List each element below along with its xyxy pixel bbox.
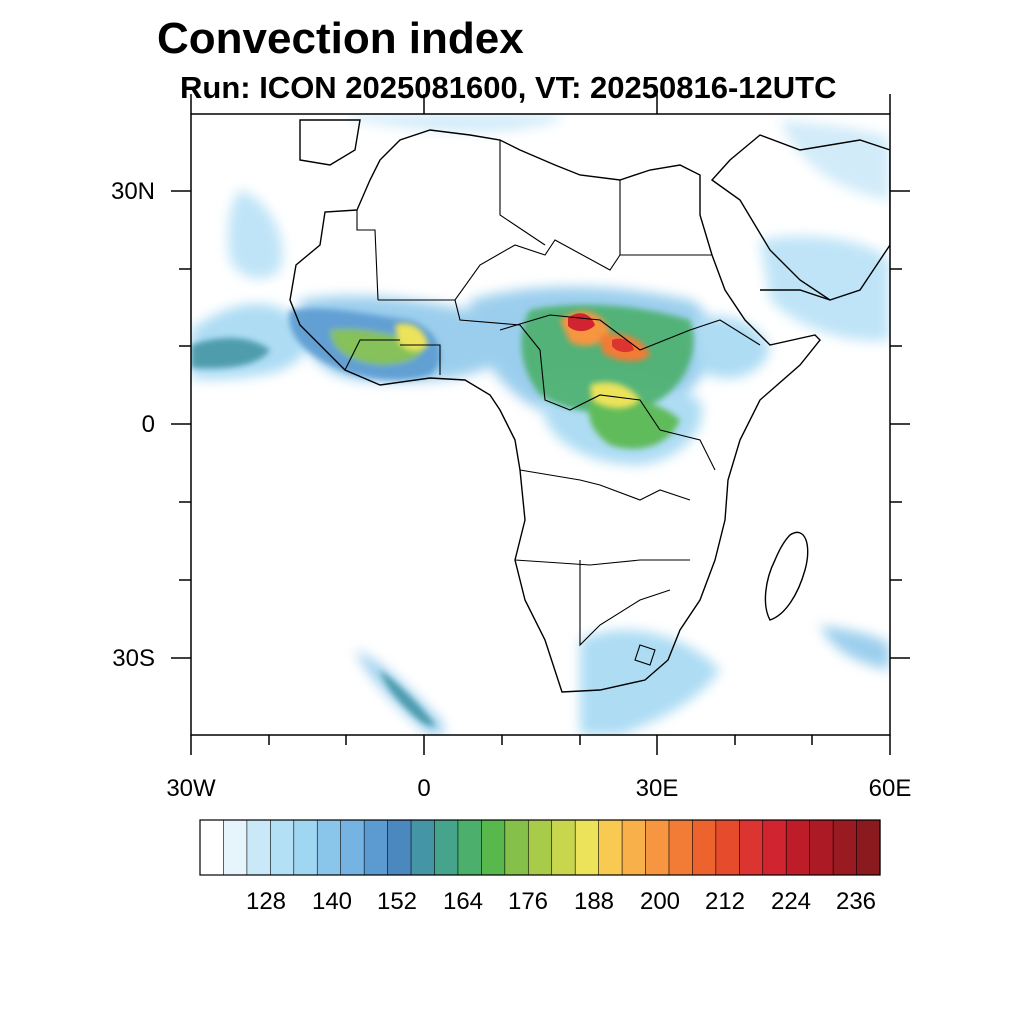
field-southern-africa: [580, 630, 720, 735]
madagascar: [764, 531, 809, 621]
colorbar-swatch: [715, 819, 740, 876]
convection-field: [191, 114, 890, 735]
lon-label-30w: 30W: [166, 775, 216, 802]
arabian-peninsula: [710, 134, 890, 301]
colorbar-swatch: [856, 819, 881, 876]
field-hot-west: [395, 323, 428, 352]
axis-ticks: [171, 94, 910, 755]
field-central-core: [521, 304, 694, 413]
colorbar-label: 236: [835, 888, 877, 915]
country-borders: [344, 140, 761, 666]
field-great-lakes: [588, 398, 680, 449]
colorbar-swatch: [832, 819, 858, 876]
colorbar-label: 140: [311, 888, 353, 915]
colorbar-swatch: [527, 819, 553, 876]
colorbar-swatch: [410, 819, 436, 876]
field-north-africa: [350, 114, 560, 132]
colorbar-swatch: [363, 819, 389, 876]
colorbar-swatch: [668, 819, 694, 876]
colorbar-swatch: [739, 819, 764, 876]
lat-label-30s: 30S: [112, 645, 155, 672]
colorbar-swatch: [293, 819, 318, 876]
colorbar-label: 212: [704, 888, 746, 915]
chart-title: Convection index: [157, 14, 524, 63]
colorbar-swatch: [457, 819, 482, 876]
coastlines: [289, 119, 890, 693]
africa-coastline: [289, 129, 821, 693]
field-sa-streak: [380, 670, 435, 726]
colorbar-swatch: [246, 819, 271, 876]
lat-label-30n: 30N: [110, 178, 155, 205]
colorbar-swatch: [645, 819, 670, 876]
colorbar-label: 152: [376, 888, 418, 915]
iberia: [299, 119, 361, 166]
colorbar-swatch: [621, 819, 647, 876]
colorbar-swatch: [598, 819, 623, 876]
arabia-coast-2: [760, 289, 831, 301]
field-atlantic-green: [191, 338, 270, 369]
colorbar-label: 224: [770, 888, 812, 915]
colorbar-label: 188: [573, 888, 615, 915]
colorbar-label: 176: [507, 888, 549, 915]
colorbar-label: 128: [245, 888, 287, 915]
colorbar-swatch: [316, 819, 342, 876]
colorbar-swatch: [199, 819, 225, 876]
field-iberia: [228, 190, 283, 279]
colorbar-label: 200: [639, 888, 681, 915]
colorbar-swatch: [270, 819, 295, 876]
field-horn: [690, 316, 770, 379]
colorbar-swatch: [809, 819, 834, 876]
colorbar: [199, 819, 881, 876]
colorbar-swatch: [551, 819, 576, 876]
lat-label-0: 0: [141, 411, 155, 438]
colorbar-swatch: [340, 819, 365, 876]
colorbar-swatch: [387, 819, 412, 876]
field-yellow-central: [590, 382, 640, 409]
colorbar-swatch: [434, 819, 459, 876]
colorbar-swatch: [223, 819, 248, 876]
lon-label-30e: 30E: [635, 775, 679, 802]
lon-label-60e: 60E: [868, 775, 912, 802]
colorbar-swatch: [574, 819, 600, 876]
colorbar-frame: [199, 819, 881, 876]
field-mozambique-channel: [820, 625, 890, 670]
colorbar-swatch: [692, 819, 717, 876]
colorbar-label: 164: [442, 888, 484, 915]
map-frame: [190, 113, 891, 736]
colorbar-swatch: [785, 819, 811, 876]
lon-label-0: 0: [417, 775, 431, 802]
chart-subtitle: Run: ICON 2025081600, VT: 20250816-12UTC: [180, 70, 837, 105]
colorbar-swatch: [762, 819, 787, 876]
field-mideast: [780, 120, 890, 200]
field-arabia: [760, 236, 890, 341]
colorbar-swatch: [481, 819, 506, 876]
colorbar-swatch: [504, 819, 529, 876]
